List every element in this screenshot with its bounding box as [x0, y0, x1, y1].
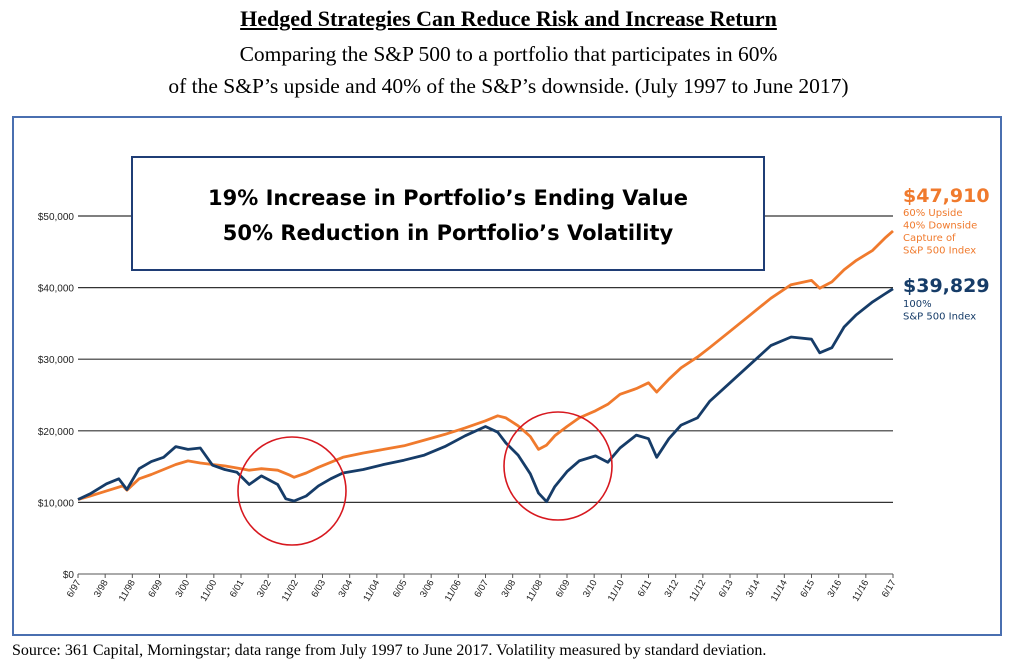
x-tick-label: 3/02 — [255, 578, 274, 600]
x-tick-label: 3/08 — [499, 578, 518, 600]
y-tick-label: $0 — [63, 570, 75, 581]
sp500-end-value: $39,829 — [903, 275, 990, 297]
x-tick-label: 11/08 — [524, 578, 545, 603]
x-tick-label: 11/98 — [117, 578, 138, 603]
y-tick-label: $50,000 — [38, 212, 75, 223]
hedged-end-value: $47,910 — [903, 185, 990, 207]
x-tick-label: 3/06 — [418, 578, 437, 600]
x-tick-label: 3/98 — [92, 578, 111, 600]
x-tick-label: 6/13 — [717, 578, 736, 600]
highlight-circle-2002 — [237, 436, 347, 546]
x-tick-label: 11/02 — [280, 578, 301, 603]
hedged-legend-line: Capture of — [903, 233, 956, 244]
x-tick-label: 6/05 — [391, 578, 410, 600]
hedged-legend-line: 60% Upside — [903, 208, 963, 219]
x-tick-label: 11/06 — [443, 578, 464, 603]
callout-box — [131, 156, 765, 271]
x-tick-label: 6/17 — [880, 578, 899, 600]
x-tick-label: 3/10 — [581, 578, 600, 600]
x-tick-label: 11/10 — [606, 578, 627, 603]
sp500-legend-line: S&P 500 Index — [903, 312, 976, 323]
subtitle-line-1: Comparing the S&P 500 to a portfolio tha… — [239, 42, 778, 66]
source-note: Source: 361 Capital, Morningstar; data r… — [12, 642, 767, 659]
x-tick-label: 3/00 — [173, 578, 192, 600]
x-tick-label: 6/99 — [146, 578, 165, 600]
x-tick-label: 6/15 — [798, 578, 817, 600]
sp500-line — [77, 287, 894, 504]
subtitle-line-2: of the S&P’s upside and 40% of the S&P’s… — [168, 74, 849, 98]
x-tick-label: 6/01 — [228, 578, 247, 600]
hedged-portfolio-line — [77, 229, 894, 501]
x-tick-label: 11/04 — [361, 578, 382, 603]
x-tick-label: 6/03 — [309, 578, 328, 600]
y-tick-label: $30,000 — [38, 355, 75, 366]
x-tick-label: 6/09 — [554, 578, 573, 600]
page-title: Hedged Strategies Can Reduce Risk and In… — [240, 6, 777, 31]
hedged-legend-line: 40% Downside — [903, 221, 977, 232]
sp500-legend-line: 100% — [903, 299, 932, 310]
x-tick-label: 11/16 — [850, 578, 871, 603]
x-tick-label: 6/07 — [472, 578, 491, 600]
x-tick-label: 3/04 — [336, 578, 355, 600]
x-tick-label: 6/11 — [636, 578, 654, 599]
chart-frame — [12, 116, 1002, 636]
highlight-circle-2008 — [503, 411, 613, 521]
x-tick-label: 11/00 — [198, 578, 219, 603]
y-tick-label: $10,000 — [38, 498, 75, 509]
x-tick-label: 3/14 — [744, 578, 763, 600]
y-tick-label: $40,000 — [38, 284, 75, 295]
x-tick-label: 3/16 — [825, 578, 844, 600]
x-tick-label: 3/12 — [662, 578, 681, 600]
x-tick-label: 6/97 — [65, 578, 84, 600]
callout-line-2: 50% Reduction in Portfolio’s Volatility — [223, 221, 674, 245]
x-tick-label: 11/14 — [769, 578, 790, 603]
y-tick-label: $20,000 — [38, 427, 75, 438]
callout-line-1: 19% Increase in Portfolio’s Ending Value — [208, 186, 688, 210]
hedged-legend-line: S&P 500 Index — [903, 246, 976, 257]
x-tick-label: 11/12 — [687, 578, 708, 603]
